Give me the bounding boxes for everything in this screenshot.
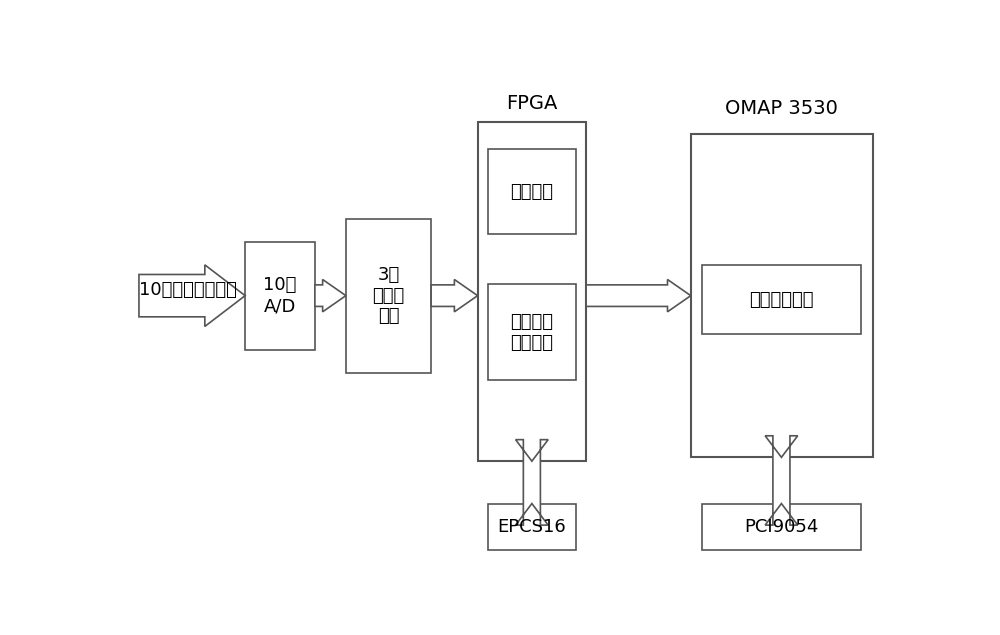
Bar — [245, 242, 315, 349]
Text: 10路短波中频信号: 10路短波中频信号 — [139, 281, 237, 299]
Bar — [488, 149, 576, 234]
Polygon shape — [139, 265, 245, 326]
Polygon shape — [765, 436, 798, 525]
Text: 10片
A/D: 10片 A/D — [263, 276, 297, 315]
Bar — [488, 284, 576, 380]
Bar — [691, 134, 873, 457]
Text: PCI9054: PCI9054 — [745, 518, 819, 536]
Text: 二维波达
方向估计: 二维波达 方向估计 — [510, 313, 553, 352]
Polygon shape — [315, 279, 346, 312]
Text: EPCS16: EPCS16 — [498, 518, 566, 536]
Text: 3片
下变频
芯片: 3片 下变频 芯片 — [372, 266, 405, 326]
Bar — [702, 504, 861, 550]
Bar — [478, 123, 586, 461]
Text: OMAP 3530: OMAP 3530 — [725, 99, 838, 118]
Text: 对外接口控制: 对外接口控制 — [750, 290, 814, 309]
Bar — [488, 504, 576, 550]
Polygon shape — [516, 439, 548, 525]
Bar — [346, 218, 431, 373]
Bar — [702, 265, 861, 334]
Polygon shape — [431, 279, 478, 312]
Text: FPGA: FPGA — [506, 93, 558, 112]
Text: 逻辑控制: 逻辑控制 — [510, 183, 553, 201]
Polygon shape — [586, 279, 691, 312]
